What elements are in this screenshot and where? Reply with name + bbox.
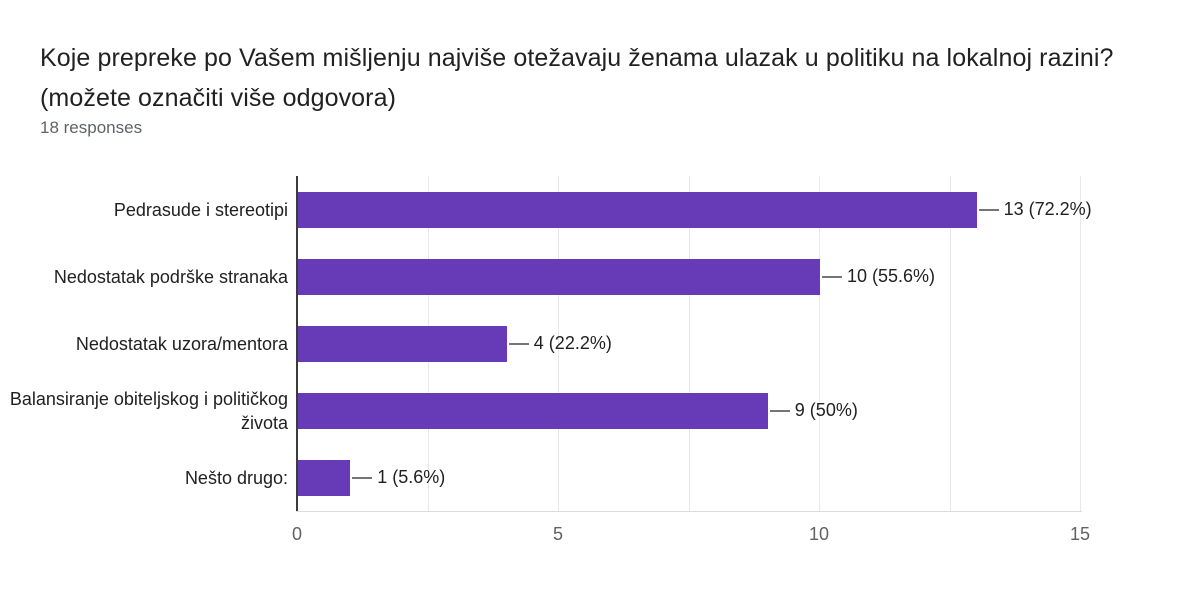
responses-count: 18 responses [40, 118, 143, 137]
chart-gridline [558, 176, 559, 512]
bar [298, 258, 820, 295]
x-axis-baseline [296, 511, 1082, 512]
x-tick-label: 15 [1069, 524, 1091, 544]
category-label: Nešto drugo: [184, 467, 288, 488]
bar [298, 325, 507, 362]
bar-row: Nešto drugo: 1 (5.6%) [0, 444, 1200, 511]
chart-gridline [819, 176, 820, 512]
value-label: 1 (5.6%) [377, 467, 446, 487]
question-title: Koje prepreke po Vašem mišljenju najviše… [40, 38, 1114, 118]
y-axis-line [296, 176, 298, 512]
chart-gridline [1080, 176, 1081, 512]
value-label: 10 (55.6%) [847, 266, 936, 286]
bar [298, 459, 351, 496]
bar [298, 392, 768, 429]
bar-chart: Pedrasude i stereotipi 13 (72.2%) Nedostat… [0, 176, 1200, 566]
value-leader-line [508, 342, 529, 345]
category-label: Nedostatak podrške stranaka [53, 266, 288, 287]
value-leader-line [978, 208, 999, 211]
bar-row: Nedostatak uzora/mentora 4 (22.2%) [0, 310, 1200, 377]
question-title-line2: (možete označiti više odgovora) [40, 84, 397, 112]
value-leader-line [352, 476, 373, 479]
value-leader-line [822, 275, 842, 278]
bar [298, 191, 977, 228]
category-label: Balansiranje obiteljskog i političkog ži… [9, 388, 288, 433]
chart-gridline [949, 176, 951, 512]
question-title-line1: Koje prepreke po Vašem mišljenju najviše… [40, 44, 1114, 72]
bar-row: Nedostatak podrške stranaka 10 (55.6%) [0, 243, 1200, 310]
x-tick-label: 5 [552, 524, 563, 544]
x-tick-label: 0 [291, 524, 302, 544]
category-label: Pedrasude i stereotipi [113, 199, 288, 220]
x-tick-label: 10 [808, 524, 830, 544]
chart-gridline [688, 176, 690, 512]
value-label: 4 (22.2%) [533, 333, 612, 353]
bar-row: Balansiranje obiteljskog i političkog ži… [0, 377, 1200, 444]
value-leader-line [769, 409, 790, 412]
bar-row: Pedrasude i stereotipi 13 (72.2%) [0, 176, 1200, 243]
value-label: 9 (50%) [794, 400, 858, 420]
category-label: Nedostatak uzora/mentora [75, 333, 288, 354]
value-label: 13 (72.2%) [1003, 199, 1092, 219]
